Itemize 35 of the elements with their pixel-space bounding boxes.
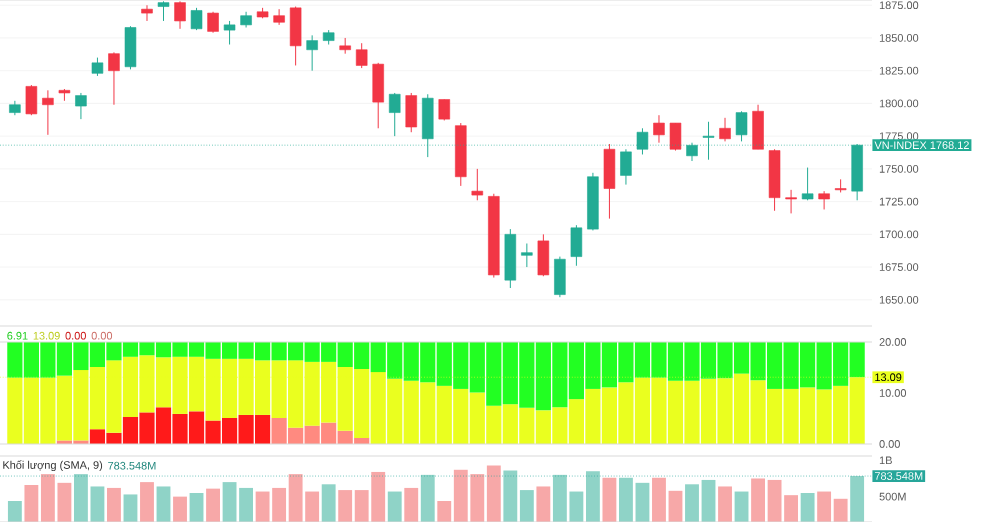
candlestick xyxy=(735,110,748,142)
candlestick xyxy=(801,167,814,201)
candlestick xyxy=(504,228,517,289)
candlestick xyxy=(702,121,715,161)
candlestick xyxy=(653,114,665,144)
candlestick xyxy=(818,190,830,210)
candlestick xyxy=(42,89,54,136)
candlestick xyxy=(174,0,186,30)
candlestick xyxy=(719,117,731,142)
candlestick xyxy=(405,92,417,133)
candlestick xyxy=(25,84,38,116)
candlestick xyxy=(289,6,302,66)
candlestick xyxy=(355,42,368,69)
candlestick xyxy=(141,4,153,22)
candlestick xyxy=(372,62,384,129)
candlestick xyxy=(108,51,120,106)
candlestick xyxy=(554,256,566,298)
candlestick xyxy=(603,143,616,220)
candlestick xyxy=(157,0,170,22)
candlestick xyxy=(75,92,87,120)
candlestick xyxy=(785,189,797,214)
candlestick xyxy=(752,104,764,150)
candlestick xyxy=(190,7,203,31)
candlestick xyxy=(471,168,484,201)
candlestick xyxy=(570,224,583,267)
candlestick xyxy=(91,57,104,77)
candlestick xyxy=(223,20,236,46)
candlestick xyxy=(273,8,285,26)
candlestick xyxy=(669,122,682,152)
candlestick xyxy=(521,243,533,268)
candlestick xyxy=(537,233,550,277)
candlestick xyxy=(306,34,318,72)
candlestick xyxy=(124,25,137,70)
candlestick xyxy=(388,92,401,137)
candlestick xyxy=(768,148,781,212)
